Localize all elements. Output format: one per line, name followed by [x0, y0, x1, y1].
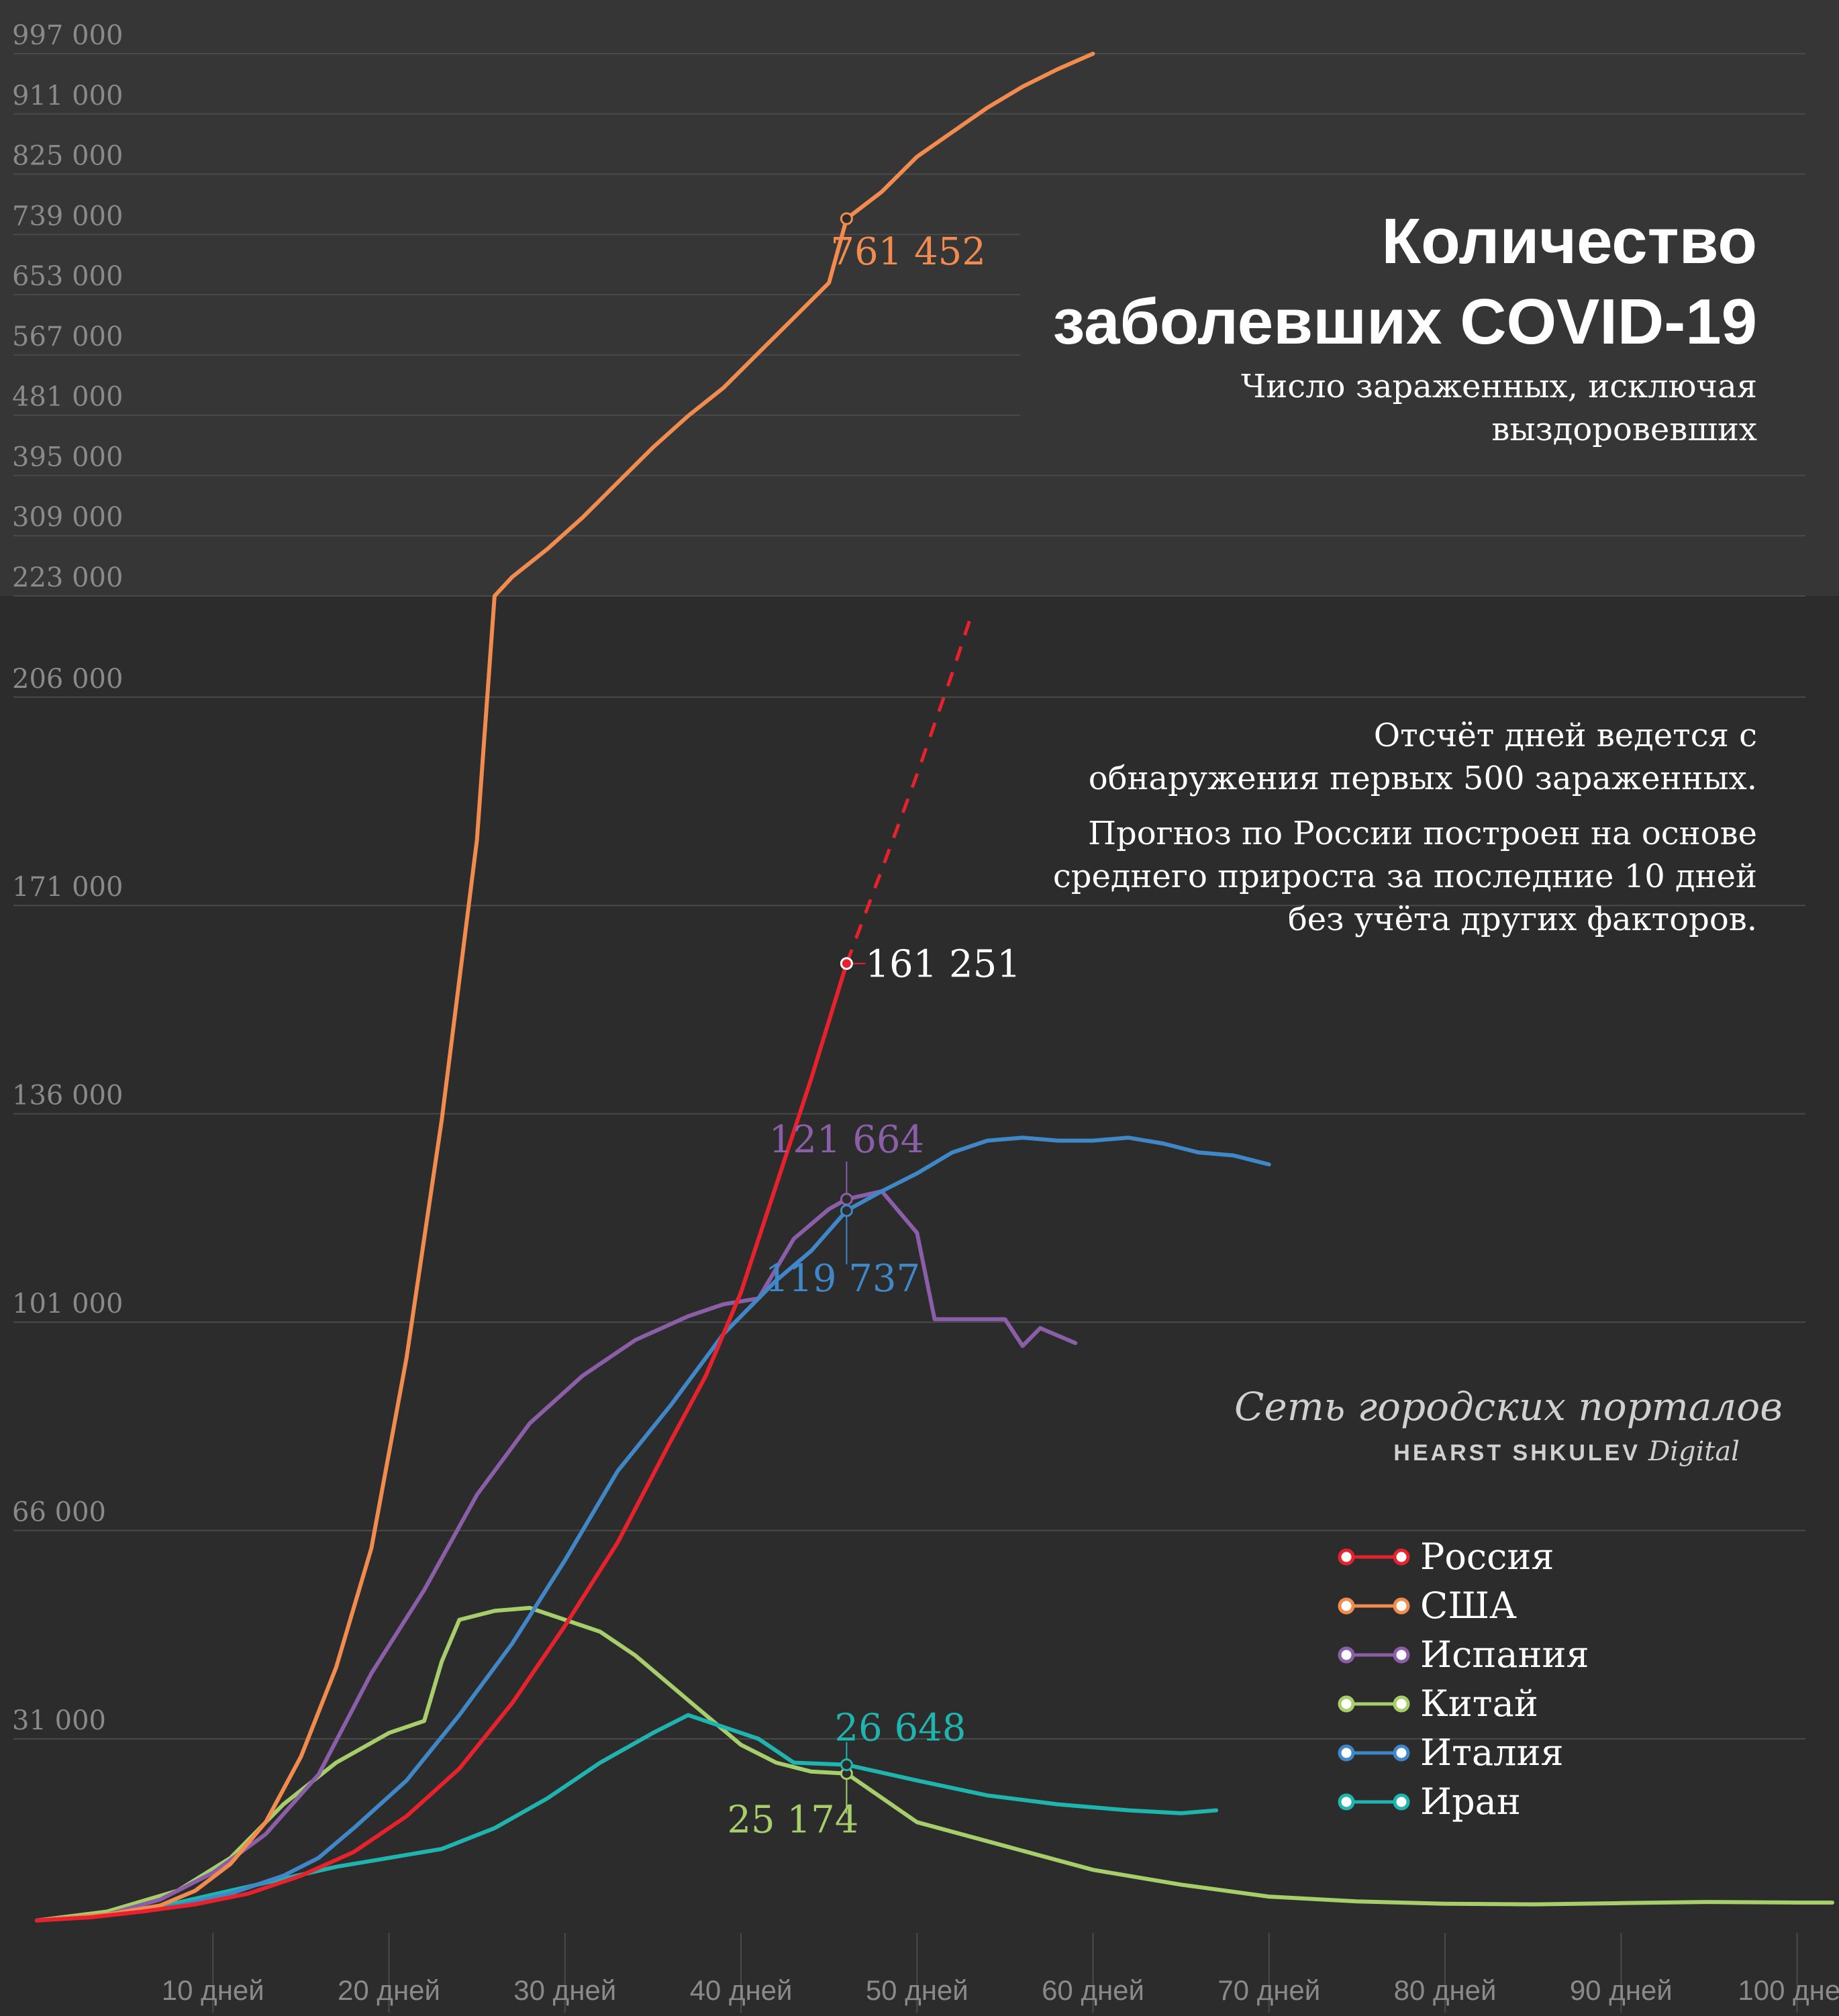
series-line-china [35, 1605, 1834, 1923]
legend-marker-left [1338, 1548, 1355, 1566]
x-tick-label: 20 дней [338, 1974, 440, 2006]
value-marker-usa [840, 212, 853, 225]
legend-item-usa: США [1338, 1584, 1517, 1627]
gridlines [13, 53, 1805, 2013]
value-label-spain: 121 664 [769, 1118, 925, 1162]
y-tick-label: 567 000 [12, 321, 123, 352]
value-label-usa: 761 452 [830, 230, 986, 274]
legend-label: Италия [1420, 1731, 1564, 1774]
legend-marker-left [1338, 1646, 1355, 1664]
brand-logo-bold: HEARST SHKULEV [1393, 1440, 1640, 1466]
y-tick-label: 223 000 [12, 562, 123, 593]
x-axis-tick-labels: 10 дней 20 дней 30 дней 40 дней 50 дней 60 дн… [162, 1974, 1839, 2006]
note-line2: обнаружения первых 500 зараженных. [1089, 760, 1757, 797]
note-line1: Отсчёт дней ведется с [1374, 717, 1757, 754]
value-label-italy: 119 737 [765, 1257, 921, 1301]
y-tick-label: 653 000 [12, 261, 123, 292]
y-tick-label: 206 000 [12, 664, 123, 695]
chart-subtitle-line1: Число зараженных, исключая [1241, 368, 1757, 405]
legend-label: Китай [1420, 1682, 1538, 1725]
legend-marker-left [1338, 1695, 1355, 1713]
legend-item-spain: Испания [1338, 1633, 1589, 1676]
legend-marker-left [1338, 1744, 1355, 1762]
legend-marker-right [1393, 1695, 1410, 1713]
brand-logo: Сеть городских порталов HEARST SHKULEV D… [1234, 1384, 1783, 1467]
y-tick-label: 31 000 [12, 1705, 106, 1736]
y-tick-label: 101 000 [12, 1289, 123, 1319]
x-tick-label: 50 дней [866, 1974, 968, 2006]
legend-label: Иран [1420, 1780, 1521, 1823]
lower-panel-background [0, 596, 1839, 2013]
title-block: Количество заболевших COVID-19 Число зар… [1053, 205, 1757, 448]
y-tick-label: 825 000 [12, 141, 123, 172]
x-tick-label: 40 дней [690, 1974, 793, 2006]
brand-logo-italic: Digital [1648, 1436, 1740, 1467]
value-marker-russia [840, 957, 853, 970]
series-line-usa [35, 52, 1095, 1923]
brand-logo-line1: Сеть городских порталов [1234, 1384, 1783, 1429]
legend-marker-left [1338, 1597, 1355, 1615]
note-line4: среднего прироста за последние 10 дней [1053, 858, 1757, 895]
y-tick-label: 66 000 [12, 1497, 106, 1528]
legend-marker-right [1393, 1646, 1410, 1664]
legend: Россия США Испания Китай Италия Иран [1338, 1535, 1589, 1823]
legend-item-russia: Россия [1338, 1535, 1554, 1578]
notes-block: Отсчёт дней ведется с обнаружения первых… [1053, 717, 1757, 938]
x-tick-label: 10 дней [162, 1974, 264, 2006]
x-tick-label: 70 дней [1217, 1974, 1320, 2006]
series-forecast-russia [845, 619, 972, 964]
value-label-russia: 161 251 [865, 943, 1021, 987]
legend-item-italy: Италия [1338, 1731, 1564, 1774]
note-line5: без учёта других факторов. [1288, 901, 1757, 938]
series-line-russia [35, 961, 849, 1923]
y-tick-label: 309 000 [12, 502, 123, 533]
chart-title-line2: заболевших COVID-19 [1053, 286, 1757, 358]
value-label-iran: 26 648 [834, 1707, 966, 1750]
series-lines [35, 52, 1834, 1923]
y-tick-label: 739 000 [12, 201, 123, 232]
x-tick-label: 80 дней [1394, 1974, 1497, 2006]
x-tick-label: 30 дней [513, 1974, 616, 2006]
y-tick-label: 395 000 [12, 442, 123, 472]
value-marker-spain [840, 1193, 853, 1206]
legend-item-iran: Иран [1338, 1780, 1521, 1823]
value-marker-iran [840, 1758, 853, 1772]
y-tick-label: 481 000 [12, 382, 123, 413]
y-tick-label: 911 000 [12, 81, 123, 111]
legend-label: Россия [1420, 1535, 1554, 1578]
value-label-china: 25 174 [727, 1799, 858, 1842]
legend-label: Испания [1420, 1633, 1589, 1676]
y-axis-tick-labels: 31 000 66 000 101 000 136 000 171 000 206 000… [12, 20, 123, 1736]
value-labels: 161 251 761 452 121 664 25 174 119 737 26 648 [727, 212, 1021, 1842]
y-tick-label: 997 000 [12, 20, 123, 51]
note-line3: Прогноз по России построен на основе [1088, 815, 1757, 852]
legend-marker-right [1393, 1793, 1410, 1811]
legend-marker-right [1393, 1597, 1410, 1615]
y-tick-label: 171 000 [12, 872, 123, 903]
x-tick-label: 90 дней [1570, 1974, 1673, 2006]
chart-subtitle-line2: выздоровевших [1491, 411, 1757, 448]
legend-marker-left [1338, 1793, 1355, 1811]
series-line-italy [35, 1136, 1271, 1923]
y-tick-label: 136 000 [12, 1080, 123, 1111]
chart-title-line1: Количество [1382, 205, 1758, 277]
x-tick-label: 60 дней [1042, 1974, 1144, 2006]
legend-marker-right [1393, 1744, 1410, 1762]
legend-marker-right [1393, 1548, 1410, 1566]
upper-panel-background [0, 0, 1839, 596]
legend-item-china: Китай [1338, 1682, 1538, 1725]
value-marker-italy [840, 1204, 853, 1217]
legend-label: США [1420, 1584, 1517, 1627]
series-line-spain [35, 1189, 1078, 1923]
x-tick-label: 100 дней [1738, 1974, 1839, 2006]
